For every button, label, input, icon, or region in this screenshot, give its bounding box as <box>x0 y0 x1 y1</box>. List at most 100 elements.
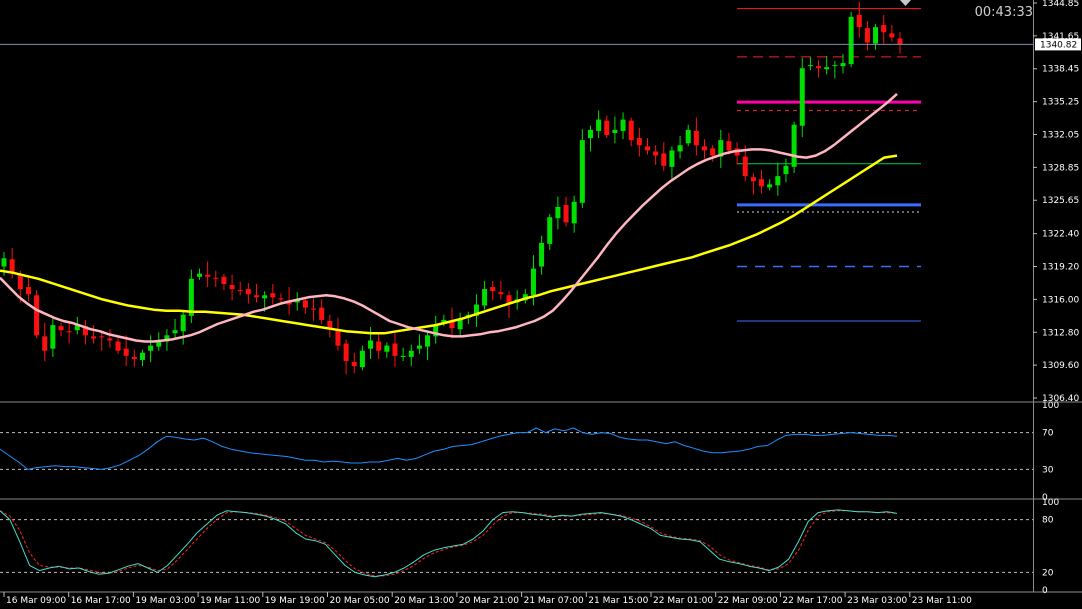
bull-candle[interactable] <box>677 145 683 152</box>
bull-candle[interactable] <box>824 67 830 70</box>
bull-candle[interactable] <box>457 319 463 330</box>
bear-candle[interactable] <box>58 326 64 331</box>
bull-candle[interactable] <box>579 140 585 203</box>
bull-candle[interactable] <box>530 268 536 296</box>
bear-candle[interactable] <box>42 336 48 351</box>
bear-candle[interactable] <box>702 146 708 151</box>
bear-candle[interactable] <box>213 277 219 279</box>
bear-candle[interactable] <box>254 295 260 298</box>
bull-candle[interactable] <box>416 345 422 349</box>
bear-candle[interactable] <box>123 348 129 356</box>
bull-candle[interactable] <box>482 289 488 306</box>
bear-candle[interactable] <box>661 153 667 166</box>
bull-candle[interactable] <box>74 325 80 331</box>
scroll-marker-icon[interactable] <box>900 0 911 6</box>
bull-candle[interactable] <box>368 340 374 349</box>
bear-candle[interactable] <box>270 293 276 298</box>
bull-candle[interactable] <box>262 295 268 299</box>
bull-candle[interactable] <box>196 273 202 277</box>
bull-candle[interactable] <box>539 242 545 267</box>
bull-candle[interactable] <box>139 352 145 360</box>
bull-candle[interactable] <box>718 140 724 157</box>
bull-candle[interactable] <box>148 345 154 351</box>
bull-candle[interactable] <box>425 335 431 347</box>
bull-candle[interactable] <box>832 65 838 67</box>
bear-candle[interactable] <box>351 362 357 367</box>
bear-candle[interactable] <box>115 341 121 351</box>
bear-candle[interactable] <box>343 343 349 362</box>
stochastic-panel[interactable]: 100 80 20 0 <box>0 498 1059 596</box>
main-candles[interactable] <box>1 1 903 375</box>
bull-candle[interactable] <box>685 129 691 144</box>
bear-candle[interactable] <box>392 343 398 356</box>
bull-candle[interactable] <box>400 355 406 357</box>
bear-candle[interactable] <box>816 66 822 69</box>
bear-candle[interactable] <box>889 33 895 38</box>
bull-candle[interactable] <box>555 206 561 219</box>
bull-candle[interactable] <box>50 325 56 349</box>
bear-candle[interactable] <box>335 329 341 346</box>
bear-candle[interactable] <box>327 320 333 329</box>
bear-candle[interactable] <box>742 156 748 177</box>
bear-candle[interactable] <box>506 295 512 305</box>
bear-candle[interactable] <box>34 295 40 336</box>
bull-candle[interactable] <box>441 319 447 324</box>
bull-candle[interactable] <box>799 68 805 126</box>
bear-candle[interactable] <box>9 259 15 274</box>
bull-candle[interactable] <box>596 119 602 131</box>
bear-candle[interactable] <box>604 120 610 136</box>
bear-candle[interactable] <box>205 274 211 277</box>
bull-candle[interactable] <box>408 350 414 357</box>
bull-candle[interactable] <box>775 176 781 186</box>
bull-candle[interactable] <box>807 65 813 67</box>
bear-candle[interactable] <box>25 287 31 295</box>
bear-candle[interactable] <box>278 298 284 300</box>
bull-candle[interactable] <box>767 184 773 188</box>
bear-candle[interactable] <box>449 320 455 329</box>
bear-candle[interactable] <box>856 14 862 28</box>
bear-candle[interactable] <box>229 284 235 290</box>
bear-candle[interactable] <box>628 120 634 141</box>
bull-candle[interactable] <box>791 124 797 167</box>
bear-candle[interactable] <box>750 177 756 182</box>
bull-candle[interactable] <box>612 129 618 133</box>
bear-candle[interactable] <box>881 25 887 33</box>
bull-candle[interactable] <box>384 345 390 352</box>
bull-candle[interactable] <box>359 350 365 368</box>
bear-candle[interactable] <box>99 336 105 338</box>
bear-candle[interactable] <box>490 287 496 292</box>
bull-candle[interactable] <box>188 278 194 316</box>
bear-candle[interactable] <box>636 138 642 146</box>
bear-candle[interactable] <box>319 307 325 320</box>
bull-candle[interactable] <box>669 150 675 167</box>
bear-candle[interactable] <box>726 141 732 151</box>
bull-candle[interactable] <box>587 129 593 139</box>
bear-candle[interactable] <box>91 336 97 339</box>
bear-candle[interactable] <box>644 146 650 151</box>
bear-candle[interactable] <box>864 28 870 43</box>
bear-candle[interactable] <box>693 130 699 146</box>
bear-candle[interactable] <box>653 151 659 156</box>
bear-candle[interactable] <box>897 38 903 45</box>
bull-candle[interactable] <box>571 201 577 224</box>
bear-candle[interactable] <box>82 326 88 336</box>
bull-candle[interactable] <box>873 27 879 44</box>
bear-candle[interactable] <box>66 331 72 333</box>
bear-candle[interactable] <box>17 274 23 290</box>
bull-candle[interactable] <box>848 16 854 65</box>
bull-candle[interactable] <box>156 340 162 347</box>
bull-candle[interactable] <box>620 119 626 131</box>
bear-candle[interactable] <box>302 300 308 308</box>
bear-candle[interactable] <box>710 148 716 156</box>
bear-candle[interactable] <box>563 204 569 223</box>
bull-candle[interactable] <box>473 304 479 316</box>
bear-candle[interactable] <box>759 179 765 187</box>
bull-candle[interactable] <box>783 165 789 175</box>
rsi-panel[interactable]: 100 70 30 0 <box>0 401 1059 503</box>
bear-candle[interactable] <box>376 341 382 351</box>
bull-candle[interactable] <box>433 325 439 337</box>
bear-candle[interactable] <box>237 290 243 292</box>
bull-candle[interactable] <box>164 335 170 342</box>
bear-candle[interactable] <box>131 356 137 359</box>
